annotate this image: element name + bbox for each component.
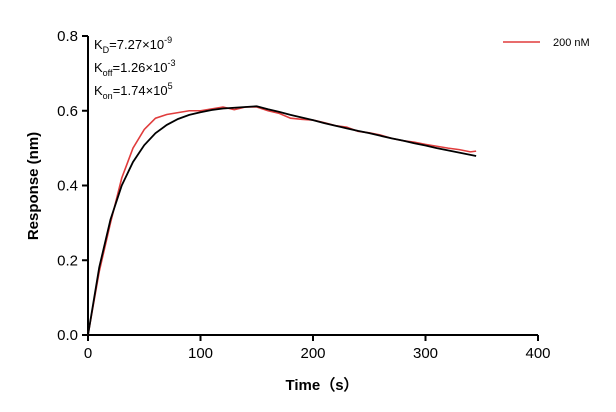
annotation-exponent: 5 — [168, 81, 173, 91]
y-axis-title: Response (nm) — [25, 132, 42, 240]
annotation: Kon=1.74×105 — [94, 81, 173, 101]
x-tick-label: 400 — [525, 345, 550, 362]
x-axis-title: Time（s） — [285, 376, 358, 394]
annotation-exponent: -3 — [167, 58, 175, 68]
annotation-subscript: D — [103, 45, 110, 55]
annotation: Koff=1.26×10-3 — [94, 58, 175, 78]
y-tick-label: 0.2 — [57, 252, 78, 269]
annotation-subscript: on — [103, 91, 113, 101]
series-line — [87, 105, 477, 336]
y-tick-label: 0.6 — [57, 103, 78, 120]
annotation-symbol: K — [94, 60, 103, 75]
annotation-text: =7.27×10 — [109, 37, 164, 52]
annotation-symbol: K — [94, 37, 103, 52]
annotation-symbol: K — [94, 83, 103, 98]
annotation-exponent: -9 — [164, 35, 172, 45]
x-tick-label: 0 — [84, 345, 92, 362]
series-line — [87, 106, 477, 336]
y-tick-label: 0.8 — [57, 28, 78, 45]
y-tick-label: 0.4 — [57, 178, 78, 195]
y-tick-label: 0.0 — [57, 327, 78, 344]
x-tick-label: 300 — [413, 345, 438, 362]
annotation: KD=7.27×10-9 — [94, 35, 172, 55]
x-tick-label: 200 — [300, 345, 325, 362]
x-tick-label: 100 — [188, 345, 213, 362]
annotation-text: =1.74×10 — [113, 83, 168, 98]
annotation-text: =1.26×10 — [113, 60, 168, 75]
annotation-subscript: off — [103, 68, 113, 78]
legend-label: 200 nM — [553, 37, 590, 49]
